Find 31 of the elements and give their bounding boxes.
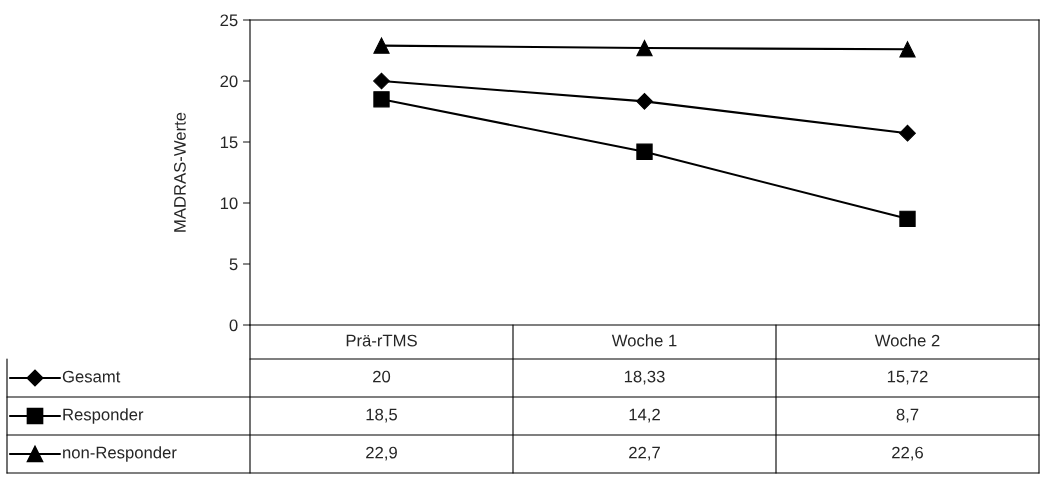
point [373, 72, 390, 90]
y-axis-title: MADRAS-Werte [174, 112, 186, 232]
legend-label: non-Responder [63, 446, 177, 462]
point [636, 143, 653, 160]
data-label: 20 [373, 370, 391, 383]
x-tick-label: Prä-rTMS [346, 334, 417, 347]
data-label: 15,72 [887, 370, 928, 385]
data-label: 22,6 [892, 446, 923, 461]
point [899, 124, 916, 142]
point [636, 93, 653, 110]
y-tick-label: 5 [229, 258, 238, 271]
data-label: 18,5 [366, 408, 398, 423]
point [373, 91, 390, 108]
point [899, 41, 916, 58]
data-label: 22,9 [366, 446, 397, 461]
x-tick-label: Woche 2 [874, 334, 940, 347]
y-tick-label: 0 [229, 319, 238, 332]
y-tick-label: 10 [220, 197, 238, 210]
data-label: 22,7 [629, 446, 660, 461]
y-tick-label: 15 [220, 136, 238, 149]
point [899, 210, 916, 228]
point [636, 39, 653, 57]
data-label: 18,33 [624, 370, 665, 385]
point [373, 37, 390, 54]
x-tick-label: Woche 1 [611, 334, 677, 347]
data-label: 8,7 [896, 408, 919, 423]
legend-label: Responder [63, 408, 144, 424]
y-tick-label: 25 [220, 14, 238, 27]
legend-label: Gesamt [62, 370, 121, 383]
y-tick-label: 20 [220, 75, 238, 88]
data-label: 14,2 [629, 408, 660, 423]
